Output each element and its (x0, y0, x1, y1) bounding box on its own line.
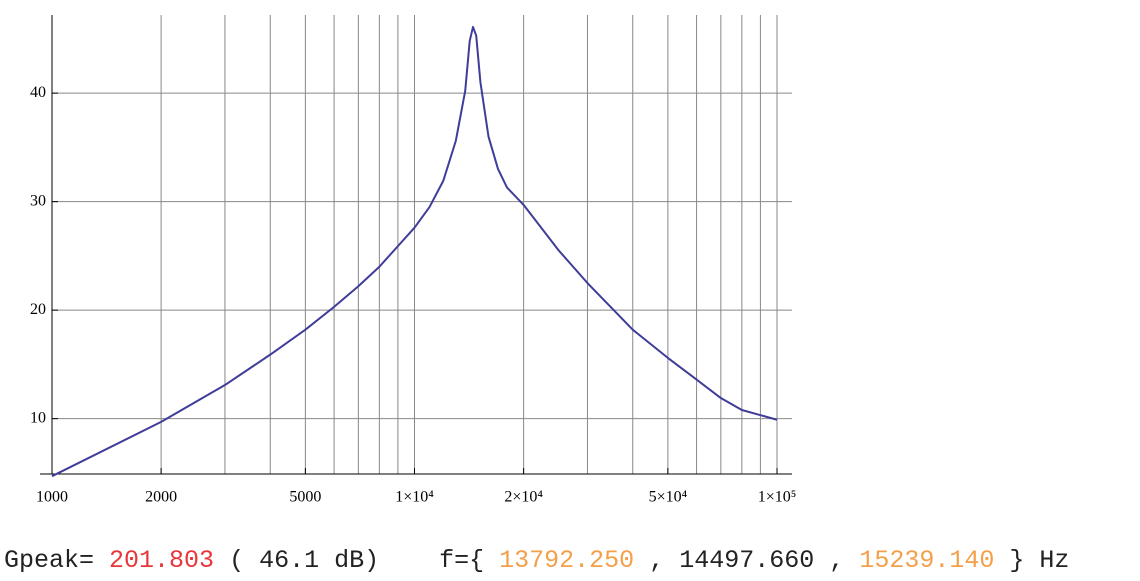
f-close: } Hz (1009, 546, 1070, 575)
f-label: f={ (439, 546, 485, 575)
sep: , (829, 546, 845, 575)
gpeak-value: 201.803 (109, 546, 215, 575)
sep: , (649, 546, 665, 575)
x-tick-label: 1×10⁵ (758, 489, 797, 506)
f-high: 15239.140 (859, 546, 995, 575)
y-tick-label: 40 (30, 84, 46, 101)
x-tick-label: 5×10⁴ (649, 489, 688, 506)
x-tick-label: 1000 (36, 489, 68, 506)
f-center: 14497.660 (679, 546, 815, 575)
y-tick-label: 10 (30, 409, 46, 426)
x-tick-label: 1×10⁴ (395, 489, 434, 506)
y-tick-label: 30 (30, 192, 46, 209)
x-tick-label: 2000 (145, 489, 177, 506)
chart: 10 20 30 40 1000 2000 5000 1×10⁴ 2×10⁴ 5×10⁴ 1×10⁵ (30, 15, 797, 506)
readout: Gpeak= 201.803 ( 46.1 dB) f={ 13792.250 … (4, 546, 1069, 575)
gpeak-label: Gpeak= (4, 546, 95, 575)
x-tick-label: 5000 (289, 489, 321, 506)
gpeak-db: ( 46.1 dB) (229, 546, 380, 575)
curve (51, 25, 778, 478)
x-tick-label: 2×10⁴ (504, 489, 543, 506)
f-low: 13792.250 (499, 546, 635, 575)
y-tick-label: 20 (30, 301, 46, 318)
